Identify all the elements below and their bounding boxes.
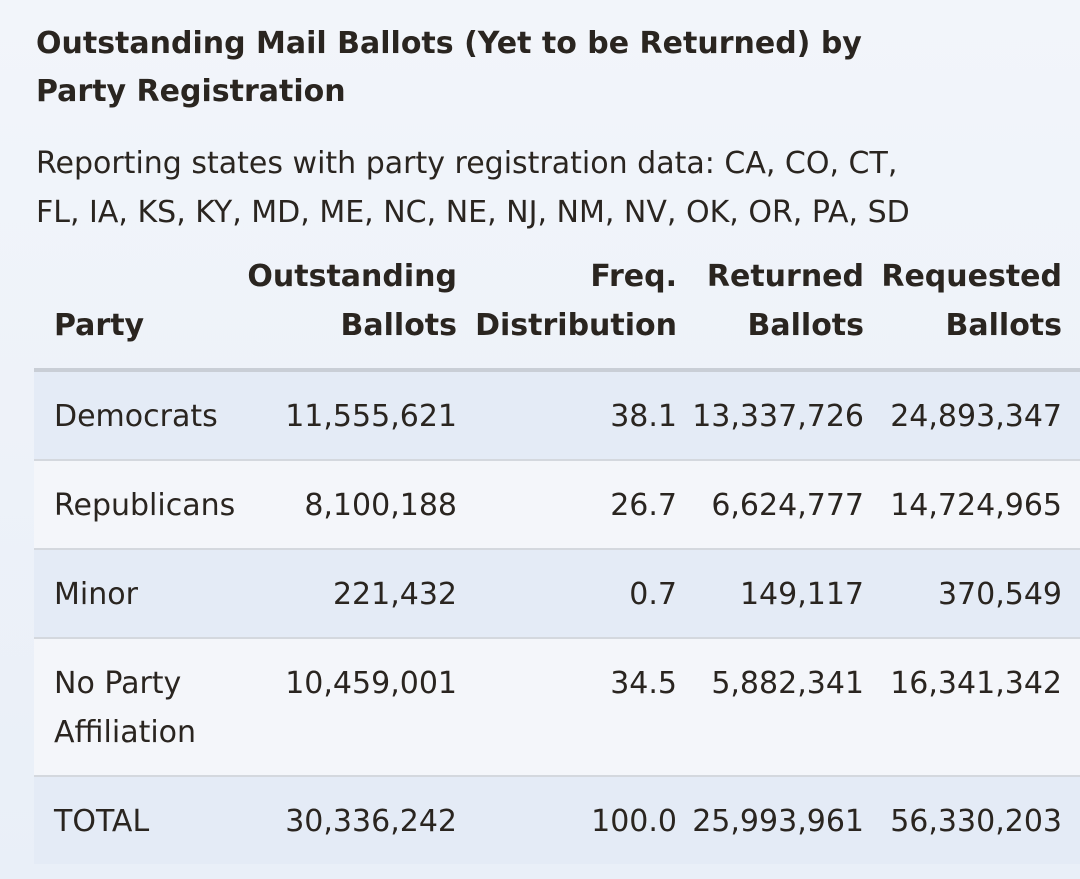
header-requested-ballots: Requested Ballots [864,252,1080,372]
table-subtitle: Reporting states with party registration… [36,146,910,230]
cell-returned: 25,993,961 [677,776,864,864]
cell-freq: 38.1 [457,370,677,461]
table-row: Democrats 11,555,621 38.1 13,337,726 24,… [34,370,1080,461]
cell-returned: 5,882,341 [677,638,864,777]
cell-requested: 56,330,203 [864,776,1080,864]
header-party: Party [34,252,244,372]
cell-party: Republicans [34,460,244,550]
header-row: Party Outstanding Ballots Freq. Distribu… [34,252,1080,372]
cell-outstanding: 10,459,001 [244,638,457,777]
cell-returned: 149,117 [677,549,864,639]
table-header: Party Outstanding Ballots Freq. Distribu… [34,252,1080,372]
cell-freq: 0.7 [457,549,677,639]
cell-requested: 16,341,342 [864,638,1080,777]
header-freq-distribution: Freq. Distribution [457,252,677,372]
cell-outstanding: 8,100,188 [244,460,457,550]
table-row: Republicans 8,100,188 26.7 6,624,777 14,… [34,460,1080,550]
ballots-table-container: Party Outstanding Ballots Freq. Distribu… [34,252,1080,864]
cell-party: TOTAL [34,776,244,864]
cell-freq: 26.7 [457,460,677,550]
header-outstanding-ballots: Outstanding Ballots [244,252,457,372]
table-row: Minor 221,432 0.7 149,117 370,549 [34,549,1080,639]
table-row: No Party Affiliation 10,459,001 34.5 5,8… [34,638,1080,777]
cell-party: Minor [34,549,244,639]
header-returned-ballots: Returned Ballots [677,252,864,372]
table-body: Democrats 11,555,621 38.1 13,337,726 24,… [34,370,1080,864]
cell-requested: 24,893,347 [864,370,1080,461]
cell-party: Democrats [34,370,244,461]
table-row-total: TOTAL 30,336,242 100.0 25,993,961 56,330… [34,776,1080,864]
cell-requested: 14,724,965 [864,460,1080,550]
cell-requested: 370,549 [864,549,1080,639]
cell-freq: 34.5 [457,638,677,777]
ballots-table: Party Outstanding Ballots Freq. Distribu… [34,252,1080,864]
cell-outstanding: 11,555,621 [244,370,457,461]
cell-party: No Party Affiliation [34,638,244,777]
cell-returned: 6,624,777 [677,460,864,550]
cell-freq: 100.0 [457,776,677,864]
table-title: Outstanding Mail Ballots (Yet to be Retu… [36,26,862,109]
cell-outstanding: 30,336,242 [244,776,457,864]
cell-returned: 13,337,726 [677,370,864,461]
cell-outstanding: 221,432 [244,549,457,639]
